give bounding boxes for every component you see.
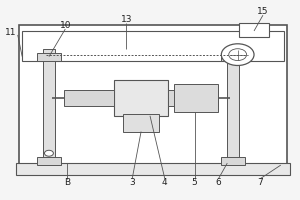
Text: 5: 5 (192, 178, 197, 187)
Text: 3: 3 (129, 178, 135, 187)
Bar (37, 53, 61, 61)
Text: 7: 7 (257, 178, 263, 187)
Text: 13: 13 (121, 15, 132, 24)
Bar (114, 80, 168, 116)
Bar (64, 90, 114, 106)
Text: B: B (64, 178, 70, 187)
Bar (19, 25, 287, 167)
Text: 10: 10 (59, 21, 71, 30)
Bar (168, 90, 218, 106)
Bar (22, 31, 284, 61)
Bar (221, 53, 245, 61)
Bar (221, 157, 245, 165)
Circle shape (44, 150, 53, 156)
Bar (43, 49, 55, 163)
Text: 4: 4 (162, 178, 168, 187)
Text: 6: 6 (215, 178, 221, 187)
Text: 11: 11 (4, 28, 16, 37)
Bar (227, 49, 239, 163)
Bar (37, 157, 61, 165)
Bar (123, 114, 159, 132)
Text: 15: 15 (257, 7, 269, 16)
Bar (239, 23, 269, 37)
Bar (16, 163, 290, 175)
Circle shape (221, 44, 254, 65)
Bar (174, 84, 218, 112)
